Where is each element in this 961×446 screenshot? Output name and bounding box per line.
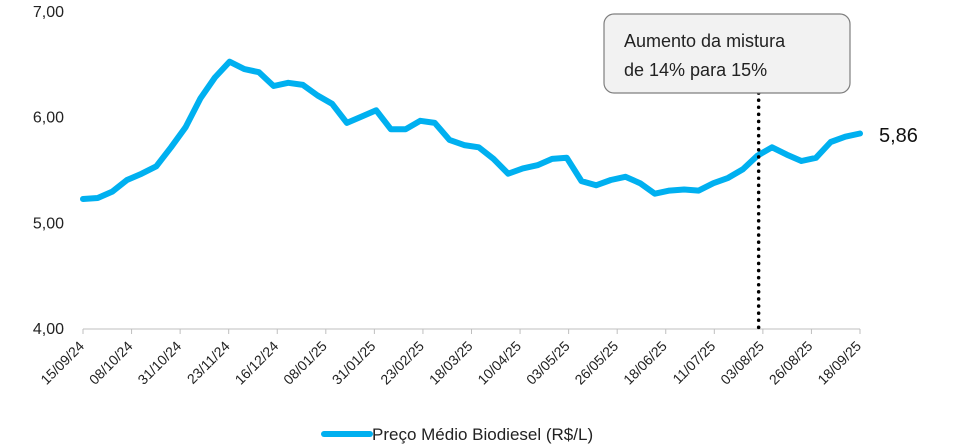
x-tick-label: 08/01/25 <box>280 338 330 388</box>
x-tick-label: 26/08/25 <box>766 338 816 388</box>
x-tick-label: 16/12/24 <box>232 338 282 388</box>
legend-label: Preço Médio Biodiesel (R$/L) <box>372 425 593 444</box>
y-tick-label: 5,00 <box>33 215 64 232</box>
x-tick-label: 23/02/25 <box>377 338 427 388</box>
y-axis: 4,00 5,00 6,00 7,00 <box>33 4 64 338</box>
annotation-line-1: Aumento da mistura <box>624 31 786 51</box>
x-tick-label: 26/05/25 <box>571 338 621 388</box>
x-tick-label: 18/03/25 <box>426 338 476 388</box>
x-tick-label: 18/06/25 <box>620 338 670 388</box>
x-tick-label: 11/07/25 <box>669 338 718 387</box>
y-tick-label: 4,00 <box>33 321 64 338</box>
series-layer <box>80 58 863 202</box>
x-tick-label: 03/05/25 <box>523 338 573 388</box>
x-tick-label: 08/10/24 <box>86 338 136 388</box>
x-tick-label: 23/11/24 <box>184 338 233 387</box>
annotation-box <box>603 13 851 94</box>
x-tick-label: 15/09/24 <box>37 338 87 388</box>
x-tick-label: 31/10/24 <box>134 338 184 388</box>
x-tick-label: 03/08/25 <box>717 338 767 388</box>
annotation-line-2: de 14% para 15% <box>624 60 767 80</box>
x-tick-label: 18/09/25 <box>814 338 864 388</box>
x-tick-label: 31/01/25 <box>329 338 379 388</box>
end-value-label: 5,86 <box>879 125 918 147</box>
annotation-callout: Aumento da mistura de 14% para 15% <box>603 13 851 94</box>
y-tick-label: 6,00 <box>33 110 64 127</box>
legend: Preço Médio Biodiesel (R$/L) <box>321 425 593 444</box>
x-tick-label: 10/04/25 <box>474 338 524 388</box>
series-line <box>80 58 863 202</box>
y-tick-label: 7,00 <box>33 4 64 21</box>
